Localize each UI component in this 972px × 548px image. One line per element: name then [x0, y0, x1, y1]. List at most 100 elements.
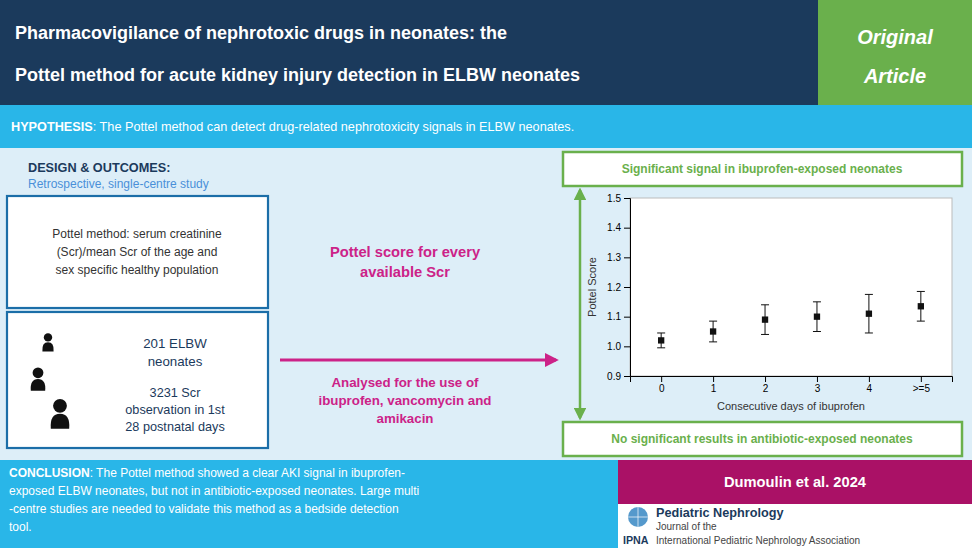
- y-tick-label: 0.9: [607, 371, 621, 382]
- title: Pharmacovigilance of nephrotoxic drugs i…: [15, 23, 580, 85]
- conclusion-text: tool.: [9, 520, 32, 534]
- body-background: [0, 0, 972, 548]
- x-tick: 4: [867, 376, 873, 394]
- error-bar: [709, 321, 717, 342]
- point: [710, 328, 716, 334]
- design-title: DESIGN & OUTCOMES:: [28, 161, 170, 175]
- x-tick-label: 1: [711, 383, 717, 394]
- point: [762, 316, 768, 322]
- association-name: International Pediatric Nephrology Assoc…: [656, 535, 860, 546]
- x-tick-mark: [817, 376, 818, 382]
- result-top: Significant signal in ibuprofen-exposed …: [622, 162, 903, 176]
- method-text: Pottel method: serum creatinine(Scr)/mea…: [52, 227, 222, 277]
- x-axis-title: Consecutive days of ibuprofen: [717, 400, 865, 412]
- hypothesis-bar: [0, 105, 972, 148]
- baby-body: [51, 414, 70, 429]
- result-box-bottom: [563, 422, 962, 456]
- y-tick-label: 1.4: [607, 222, 621, 233]
- plot-marks: [657, 291, 925, 347]
- y-tick: 1.1: [607, 311, 630, 322]
- x-tick: 2: [763, 376, 769, 394]
- x-tick: 3: [815, 376, 821, 394]
- population-box: [7, 312, 268, 448]
- error-bar: [865, 294, 873, 333]
- x-tick-mark: [869, 376, 870, 382]
- baby-icon: [42, 333, 53, 351]
- hypothesis: HYPOTHESIS: The Pottel method can detect…: [11, 120, 574, 134]
- observation-count-line: 3231 Scr: [150, 386, 202, 400]
- y-axis: 0.91.01.11.21.31.41.5: [607, 193, 630, 382]
- x-tick-mark: [713, 376, 714, 382]
- y-tick-mark: [624, 376, 630, 377]
- observation-count-line: 28 postnatal days: [125, 420, 224, 434]
- arrow-label: Pottel score for everyavailable Scr: [330, 244, 481, 280]
- x-tick: 0: [659, 376, 665, 394]
- point: [866, 311, 872, 317]
- y-axis-line: [624, 199, 631, 377]
- design-subtitle: Retrospective, single-centre study: [28, 177, 209, 191]
- x-tick: >=5: [913, 376, 931, 394]
- analysis-label-line: Analysed for the use of: [331, 375, 479, 390]
- baby-body: [31, 379, 46, 391]
- observation-count: 3231 Scr observation in 1st 28 postnatal d…: [125, 386, 225, 434]
- conclusion-bold: CONCLUSION: [9, 466, 90, 480]
- result-box-top: [563, 152, 962, 186]
- baby-body: [42, 342, 53, 351]
- arrow-label-line: Pottel score for every: [330, 244, 481, 260]
- x-tick-label: 0: [659, 383, 665, 394]
- x-axis: 0 1 2 3 4 >=5: [631, 376, 953, 394]
- baby-head: [44, 333, 52, 341]
- graphical-abstract: Pharmacovigilance of nephrotoxic drugs i…: [0, 0, 972, 548]
- title-line: Pharmacovigilance of nephrotoxic drugs i…: [15, 23, 507, 43]
- comparison-arrow: [579, 190, 582, 418]
- method-text-line: sex specific healthy population: [56, 263, 219, 277]
- y-tick-label: 1.2: [607, 282, 621, 293]
- x-tick-mark: [661, 376, 662, 382]
- ipna-logo: IPNA: [623, 534, 649, 546]
- y-tick-mark: [624, 257, 630, 258]
- x-tick-mark: [765, 376, 766, 382]
- baby-head: [33, 367, 44, 378]
- journal-name: Pediatric Nephrology: [656, 506, 784, 520]
- flow-arrow: [280, 359, 556, 362]
- y-tick-mark: [624, 346, 630, 347]
- error-bar: [657, 333, 665, 348]
- author: Dumoulin et al. 2024: [724, 474, 867, 490]
- error-bar: [813, 302, 821, 332]
- conclusion-text: : The Pottel method showed a clear AKI s…: [90, 466, 405, 480]
- journal-logo-line: [638, 507, 639, 527]
- method-text-line: Pottel method: serum creatinine: [52, 227, 222, 241]
- y-axis-title: Pottel Score: [586, 257, 598, 317]
- baby-head: [53, 399, 67, 413]
- journal-logo: [628, 507, 648, 527]
- plot-area: [630, 198, 952, 376]
- analysis-label-line: ibuprofen, vancomycin and: [319, 393, 492, 408]
- badge-text-line: Original: [857, 26, 933, 48]
- observation-count-line: observation in 1st: [125, 403, 225, 417]
- analysis-label-line: amikacin: [377, 411, 434, 426]
- baby-icon: [31, 367, 46, 390]
- error-bar: [917, 291, 925, 321]
- badge: [818, 0, 972, 105]
- y-tick-label: 1.5: [607, 193, 621, 204]
- journal-subtitle: Journal of the: [656, 521, 717, 532]
- title-line: Pottel method for acute kidney injury de…: [15, 65, 580, 85]
- x-tick: 1: [711, 376, 717, 394]
- hypothesis-text: : The Pottel method can detect drug-rela…: [93, 120, 574, 134]
- y-tick: 1.2: [607, 282, 630, 293]
- population-count-line: 201 ELBW: [143, 336, 207, 351]
- result-bottom: No significant results in antibiotic-exp…: [611, 432, 913, 446]
- conclusion-bar: [0, 460, 618, 548]
- conclusion-line: CONCLUSION: The Pottel method showed a c…: [9, 466, 405, 480]
- y-tick-label: 1.3: [607, 252, 621, 263]
- method-box: [7, 196, 268, 308]
- point: [658, 337, 664, 343]
- badge-text: Original Article: [857, 26, 933, 87]
- badge-text-line: Article: [863, 65, 926, 87]
- error-bar: [761, 305, 769, 335]
- analysis-label: Analysed for the use of ibuprofen, vancom…: [319, 375, 492, 426]
- y-tick: 0.9: [607, 371, 630, 382]
- x-tick-mark: [921, 376, 922, 382]
- population-count: 201 ELBWneonates: [143, 336, 207, 369]
- title-bar: [0, 0, 818, 105]
